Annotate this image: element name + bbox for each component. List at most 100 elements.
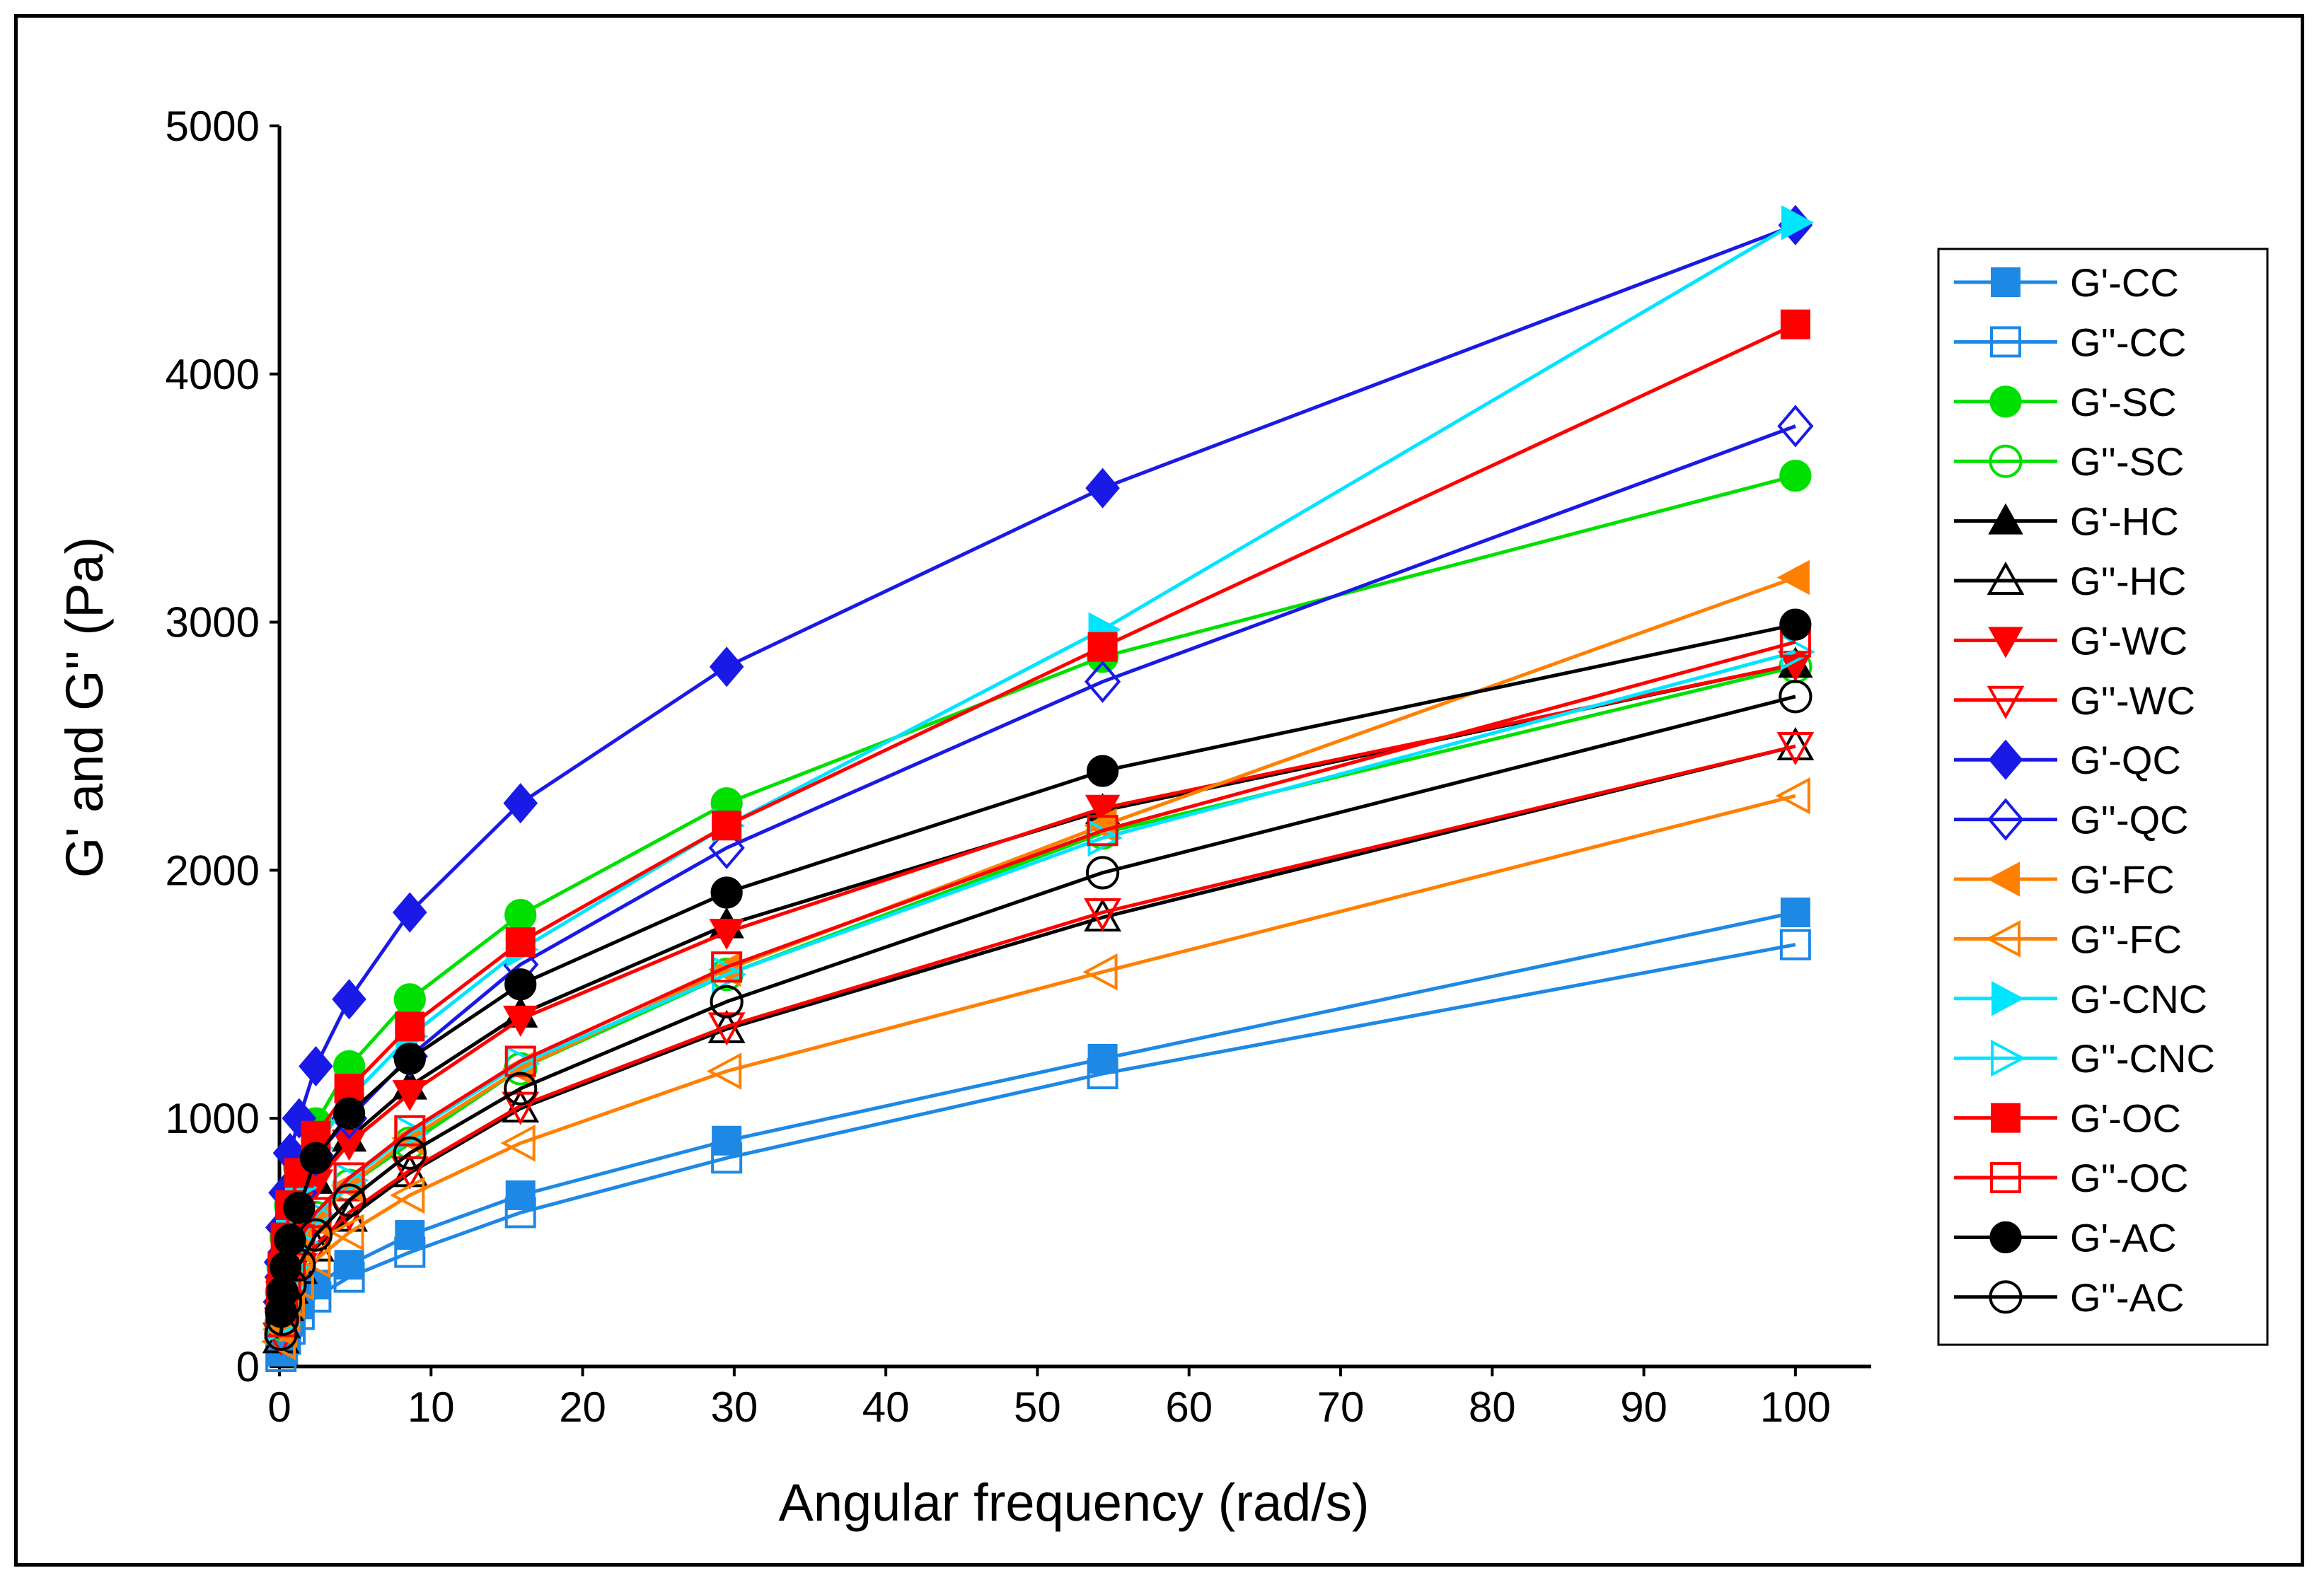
- legend-marker: [1987, 798, 2024, 841]
- data-point: [299, 1142, 333, 1174]
- data-point: [709, 646, 744, 687]
- x-tick-label: 30: [710, 1383, 758, 1431]
- data-point: [1777, 405, 1814, 448]
- data-point: [333, 1261, 365, 1293]
- data-point: [505, 1180, 536, 1210]
- legend-item: G'-HC: [1954, 499, 2179, 544]
- legend-marker: [1991, 267, 2021, 297]
- data-point: [711, 951, 743, 983]
- data-point: [332, 979, 366, 1020]
- data-point: [1779, 680, 1813, 714]
- legend-label: G'-QC: [2070, 738, 2181, 782]
- legend-label: G'-AC: [2070, 1215, 2177, 1260]
- legend-label: G''-OC: [2070, 1156, 2189, 1200]
- legend-marker: [1991, 1039, 2026, 1077]
- legend-label: G''-FC: [2070, 917, 2182, 961]
- data-point: [1776, 726, 1815, 760]
- legend-item: G'-FC: [1954, 857, 2175, 902]
- x-tick-label: 80: [1469, 1383, 1516, 1431]
- series-line: [279, 744, 1796, 1340]
- data-point: [504, 968, 537, 1001]
- series-gdd-fc: [260, 777, 1810, 1361]
- series-line: [279, 744, 1796, 1337]
- data-point: [329, 1214, 364, 1251]
- data-point: [282, 1248, 316, 1282]
- legend-item: G''-QC: [1954, 798, 2189, 842]
- legend-marker: [1990, 326, 2021, 358]
- data-point: [1781, 205, 1814, 240]
- legend-marker: [1988, 503, 2023, 535]
- series-gdd-cc: [265, 929, 1811, 1372]
- legend-label: G'-CC: [2070, 260, 2179, 305]
- data-point: [274, 1224, 306, 1256]
- data-point: [712, 1125, 742, 1156]
- legend-label: G''-CNC: [2070, 1036, 2215, 1081]
- data-point: [264, 1317, 298, 1351]
- data-point: [503, 1005, 538, 1037]
- legend-label: G'-WC: [2070, 618, 2187, 663]
- legend-item: G''-FC: [1954, 917, 2182, 961]
- data-point: [299, 1045, 333, 1087]
- legend-item: G'-QC: [1954, 738, 2181, 782]
- series-gd-wc: [263, 651, 1813, 1333]
- series-layer: [260, 204, 1816, 1372]
- legend-label: G''-CC: [2070, 320, 2186, 364]
- x-axis-title: Angular frequency (rad/s): [779, 1473, 1370, 1532]
- series-line: [279, 474, 1796, 1292]
- data-point: [707, 1012, 746, 1046]
- legend-marker: [1989, 1221, 2022, 1254]
- legend-marker: [1988, 627, 2023, 658]
- x-tick-label: 50: [1014, 1383, 1061, 1431]
- data-point: [503, 783, 538, 824]
- legend-item: G'-CC: [1954, 260, 2179, 305]
- x-tick-label: 0: [267, 1383, 291, 1431]
- data-point: [1779, 608, 1812, 641]
- x-tick-label: 20: [559, 1383, 606, 1431]
- series-gdd-hc: [262, 726, 1815, 1354]
- data-point: [1085, 794, 1121, 826]
- data-point: [710, 876, 743, 909]
- legend-item: G''-AC: [1954, 1275, 2184, 1320]
- data-point: [505, 927, 536, 958]
- data-point: [1087, 632, 1118, 662]
- data-point: [1084, 898, 1121, 932]
- legend-label: G'-SC: [2070, 380, 2177, 424]
- legend-label: G'-CNC: [2070, 977, 2207, 1021]
- data-point: [1086, 755, 1119, 787]
- data-point: [1085, 468, 1120, 509]
- legend: G'-CC G''-CC G'-SC G''-SC G'-HC G''-HC G'-WC G'…: [1937, 248, 2269, 1346]
- series-gdd-ac: [264, 680, 1813, 1351]
- axes: 0 1000 2000 3000 4000 5000 0 10 20 30 40 50 60 70 80 90…: [166, 103, 1871, 1431]
- legend-marker: [1991, 981, 2025, 1016]
- legend-marker: [1991, 1103, 2021, 1133]
- legend-item: G'-SC: [1954, 380, 2177, 424]
- legend-item: G'-CNC: [1954, 977, 2207, 1021]
- figure-frame: [14, 14, 2304, 1567]
- data-point: [283, 1191, 316, 1224]
- data-point: [268, 1285, 303, 1319]
- y-tick-label: 4000: [166, 351, 260, 398]
- legend-item: G''-WC: [1954, 678, 2195, 723]
- data-point: [710, 985, 744, 1018]
- data-point: [394, 1115, 426, 1146]
- y-axis-title: G' and G'' (Pa): [55, 537, 114, 878]
- data-point: [1084, 660, 1121, 703]
- data-point: [390, 1176, 425, 1214]
- legend-label: G'-FC: [2070, 857, 2175, 902]
- legend-label: G''-WC: [2070, 678, 2195, 723]
- data-point: [504, 1045, 536, 1077]
- data-point: [1776, 559, 1810, 596]
- legend-label: G'-HC: [2070, 499, 2179, 544]
- x-tick-label: 10: [407, 1383, 455, 1431]
- data-point: [1776, 732, 1815, 766]
- data-point: [1082, 953, 1118, 991]
- data-point: [1775, 777, 1810, 815]
- data-point: [1779, 460, 1812, 492]
- legend-item: G'-AC: [1954, 1215, 2177, 1260]
- data-point: [1085, 856, 1120, 890]
- legend-marker: [1987, 861, 2020, 897]
- data-point: [273, 1267, 307, 1301]
- series-line: [279, 424, 1796, 1302]
- data-point: [332, 1183, 366, 1217]
- legend-marker: [1987, 685, 2025, 719]
